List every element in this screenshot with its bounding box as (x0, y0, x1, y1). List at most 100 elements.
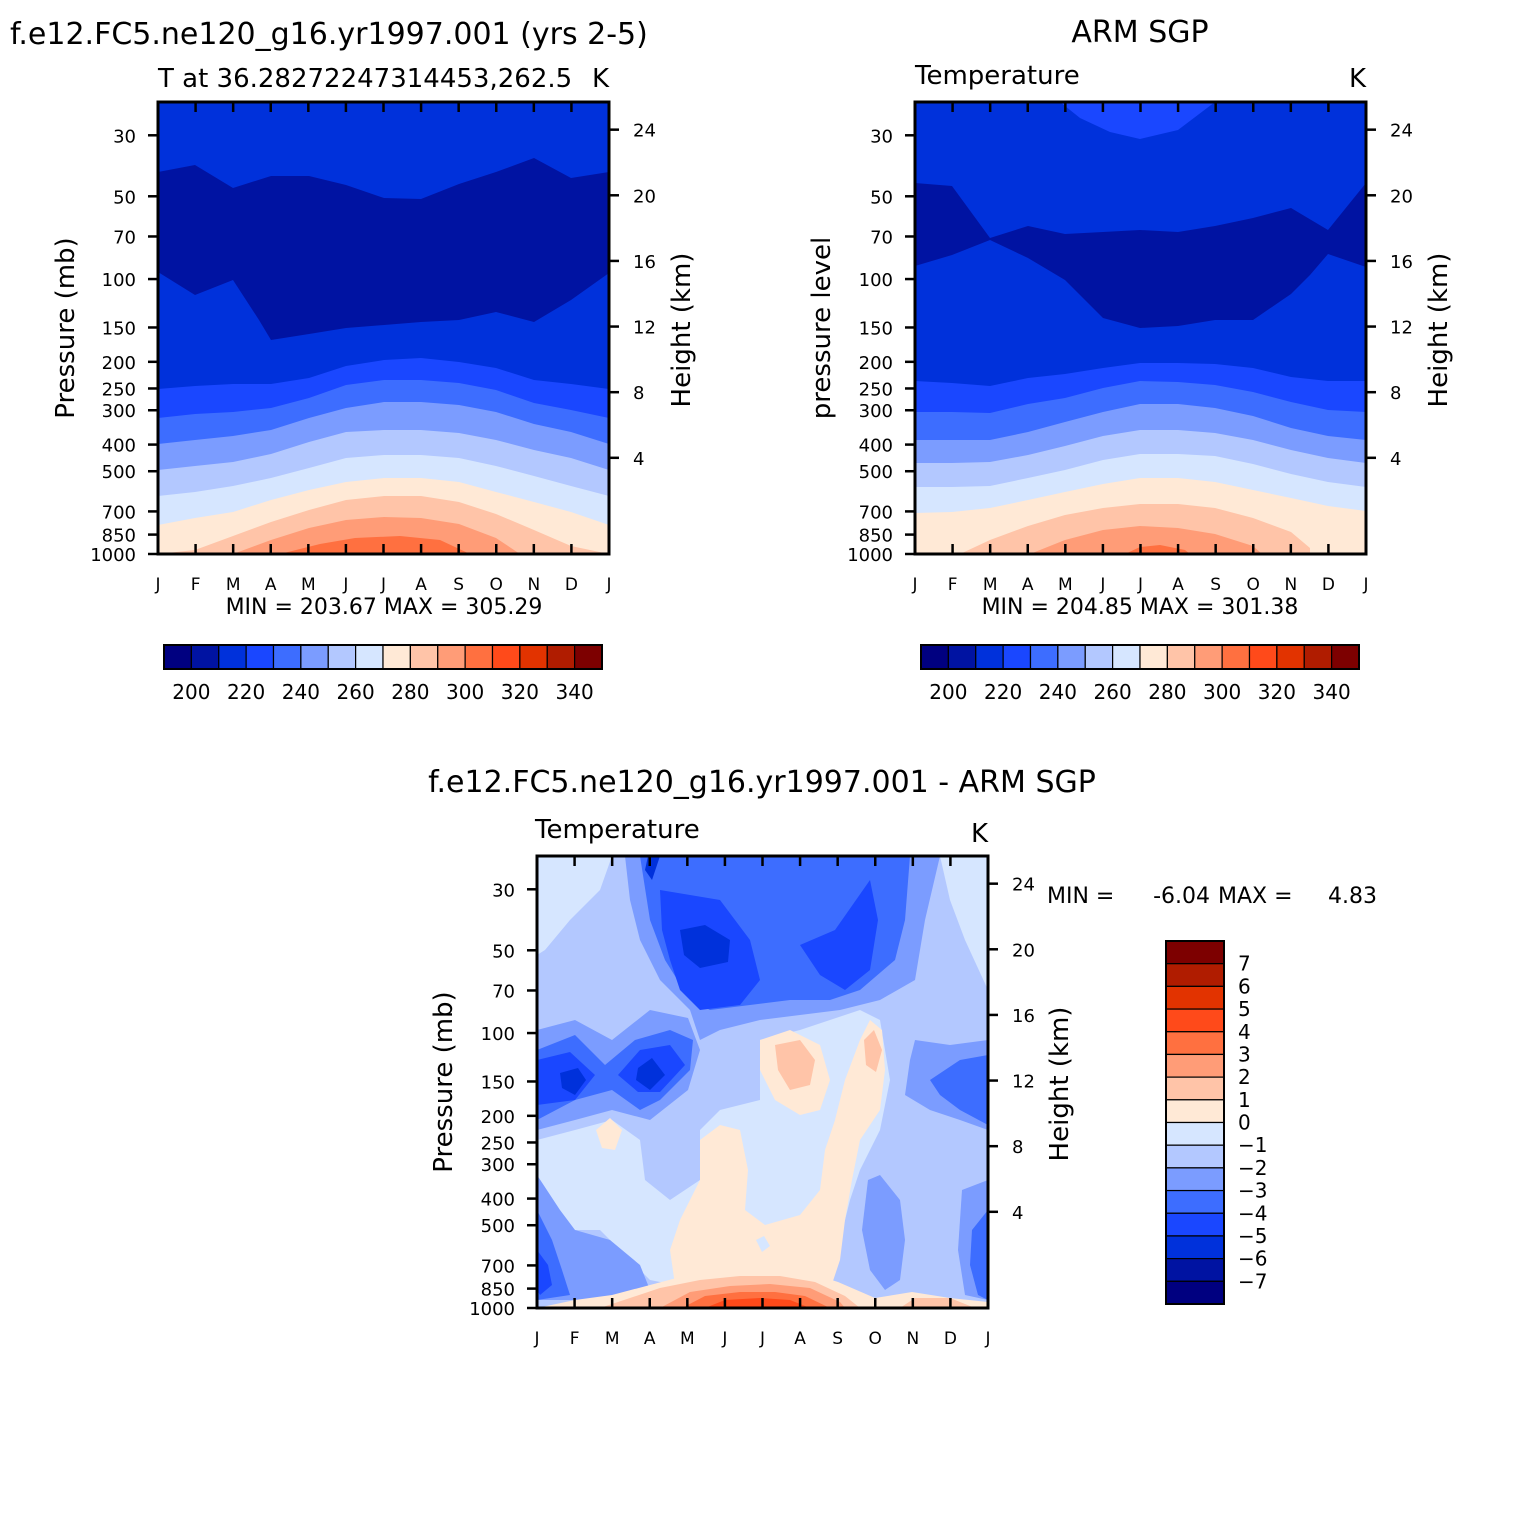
y-tick-label: 850 (859, 526, 893, 547)
colorbar-box (1165, 1053, 1225, 1078)
colorbar-box (1165, 985, 1225, 1010)
y-tick-label: 300 (481, 1155, 515, 1176)
colorbar-box (1221, 644, 1251, 670)
contour-band (775, 1040, 815, 1090)
panel-diff-left-string: Temperature (534, 815, 700, 845)
colorbar-label: 6 (1238, 974, 1251, 998)
y-tick-label: 300 (859, 401, 893, 422)
y-tick-label: 70 (113, 227, 136, 248)
colorbar-box (1303, 644, 1333, 670)
x-tick-label: A (1172, 575, 1184, 595)
y-tick-label: 850 (481, 1280, 515, 1301)
colorbar-label: 4 (1238, 1020, 1251, 1044)
y-tick-label: 200 (481, 1107, 515, 1128)
x-tick-label: M (226, 575, 241, 595)
colorbar-label: 2 (1238, 1065, 1251, 1089)
x-tick-label: D (565, 575, 578, 595)
x-tick-label: O (869, 1329, 882, 1349)
contour-band (560, 1068, 586, 1095)
colorbar-label: −3 (1238, 1179, 1267, 1203)
contour-band (970, 1210, 988, 1300)
contour-band (596, 1118, 622, 1150)
panel-model-stats: MIN = 203.67 MAX = 305.29 (226, 595, 543, 620)
y-tick-label: 500 (481, 1216, 515, 1237)
colorbar-label: 300 (446, 680, 484, 704)
contour-band (930, 1055, 988, 1125)
x-tick-label: S (453, 575, 464, 595)
y-tick-label: 1000 (847, 545, 893, 566)
colorbar-label: −6 (1238, 1247, 1267, 1271)
y-tick-label: 700 (859, 502, 893, 523)
colorbar-box (975, 644, 1004, 670)
y-tick-label: 150 (102, 318, 136, 339)
x-tick-label: J (342, 575, 348, 595)
x-tick-label: O (1247, 575, 1260, 595)
y2-tick-label: 12 (633, 318, 656, 339)
panel-model: f.e12.FC5.ne120_g16.yr1997.001 (yrs 2-5)… (10, 17, 697, 704)
panel-model-right-string: K (592, 64, 610, 94)
colorbar-label: 320 (1258, 680, 1296, 704)
colorbar-label: −7 (1238, 1269, 1267, 1293)
colorbar-label: 280 (1148, 680, 1186, 704)
contour-band (862, 1175, 905, 1290)
y-tick-label: 70 (870, 227, 893, 248)
y2-tick-label: 20 (1012, 940, 1035, 961)
x-tick-label: D (1322, 575, 1335, 595)
y-tick-label: 500 (102, 462, 136, 483)
contour-band (756, 1236, 770, 1252)
contour-band (940, 856, 988, 990)
y-tick-label: 30 (870, 126, 893, 147)
x-tick-label: A (1022, 575, 1034, 595)
colorbar-label: 260 (337, 680, 375, 704)
contour-band (900, 1298, 975, 1308)
colorbar-box (1194, 644, 1223, 670)
colorbar-box (1165, 1258, 1225, 1282)
contour-band (537, 1250, 552, 1295)
y2-tick-label: 12 (1012, 1072, 1035, 1093)
panel-diff-title: f.e12.FC5.ne120_g16.yr1997.001 - ARM SGP (428, 765, 1096, 800)
panel-diff-y2label: Height (km) (1045, 1007, 1075, 1162)
colorbar-box (382, 644, 411, 670)
y2-tick-label: 24 (1012, 875, 1035, 896)
colorbar-label: 280 (391, 680, 429, 704)
y-tick-label: 50 (492, 941, 515, 962)
y-tick-label: 70 (492, 981, 515, 1002)
x-tick-label: N (906, 1329, 919, 1349)
colorbar-label: 220 (984, 680, 1022, 704)
y2-tick-label: 16 (1012, 1006, 1035, 1027)
x-tick-label: M (1058, 575, 1073, 595)
colorbar-box (1165, 1235, 1225, 1260)
colorbar-label: −4 (1238, 1201, 1267, 1225)
colorbar-box (437, 644, 466, 670)
colorbar-label: 240 (1039, 680, 1077, 704)
panel-diff-contours (537, 856, 988, 1308)
x-tick-label: M (680, 1329, 695, 1349)
colorbar-box (1331, 644, 1360, 670)
panel-obs-y2label: Height (km) (1424, 253, 1454, 408)
y2-tick-label: 12 (1390, 318, 1413, 339)
y-tick-label: 30 (113, 126, 136, 147)
panel-model-ylabel: Pressure (mb) (51, 237, 81, 418)
colorbar-box (190, 644, 220, 670)
colorbar-box (1029, 644, 1059, 670)
panel-model-title: f.e12.FC5.ne120_g16.yr1997.001 (yrs 2-5) (10, 17, 648, 52)
y-tick-label: 400 (102, 436, 136, 457)
colorbar-box (464, 644, 494, 670)
y-tick-label: 200 (102, 353, 136, 374)
colorbar-box (920, 644, 949, 670)
y2-tick-label: 16 (633, 252, 656, 273)
colorbar-box (1166, 644, 1196, 670)
x-tick-label: F (191, 575, 201, 595)
colorbar-box (300, 644, 329, 670)
colorbar-box (1057, 644, 1086, 670)
panel-diff-right-string: K (971, 819, 989, 849)
panel-diff-min-value: -6.04 (1153, 884, 1210, 909)
y-tick-label: 1000 (90, 545, 136, 566)
colorbar-label: 1 (1238, 1088, 1251, 1112)
contour-band (340, 545, 440, 554)
y-tick-label: 150 (859, 318, 893, 339)
y-tick-label: 250 (859, 379, 893, 400)
contour-band (1030, 526, 1262, 554)
